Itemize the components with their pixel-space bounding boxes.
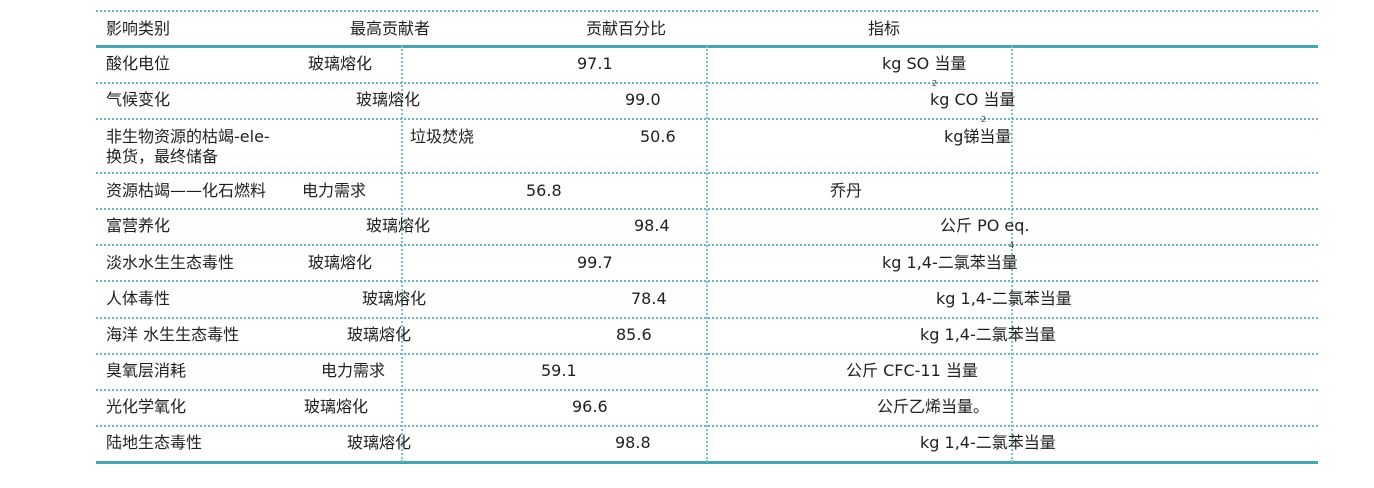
row-indicator: 公斤 CFC-11 当量: [846, 361, 978, 380]
row-indicator: kg 1,4-二氯苯当量: [920, 325, 1056, 344]
row-indicator: 乔丹: [830, 181, 863, 200]
row-percent: 99.0: [625, 90, 661, 109]
row-indicator: 公斤乙烯当量。: [877, 397, 990, 416]
row-percent: 85.6: [616, 325, 652, 344]
row-category: 海洋 水生生态毒性: [106, 325, 240, 344]
header-percent: 贡献百分比: [586, 19, 667, 38]
row-percent: 50.6: [640, 127, 676, 146]
row-indicator: kg锑当量: [944, 127, 1012, 146]
row-contributor: 电力需求: [321, 361, 386, 380]
row-category: 富营养化: [106, 216, 171, 235]
row-percent: 98.8: [615, 433, 651, 452]
header-category: 影响类别: [106, 19, 171, 38]
row-category: 气候变化: [106, 90, 171, 109]
column-divider: [1011, 46, 1013, 462]
subscript: 4: [1009, 241, 1015, 250]
row-indicator: kg 1,4-二氯苯当量: [936, 289, 1072, 308]
row-category: 资源枯竭——化石燃料: [106, 181, 267, 200]
row-percent: 98.4: [634, 216, 670, 235]
row-percent: 78.4: [631, 289, 667, 308]
row-contributor: 玻璃熔化: [356, 90, 421, 109]
row-contributor: 玻璃熔化: [366, 216, 431, 235]
row-category: 人体毒性: [106, 289, 171, 308]
header-indicator: 指标: [868, 19, 901, 38]
subscript: 2: [981, 115, 987, 124]
row-indicator: kg 1,4-二氯苯当量: [920, 433, 1056, 452]
top-rule: [96, 10, 1318, 12]
row-percent: 96.6: [572, 397, 608, 416]
impact-table: 影响类别 最高贡献者 贡献百分比 指标 酸化电位 玻璃熔化 97.1 kg SO…: [96, 0, 1318, 466]
row-indicator: 公斤 PO eq.: [940, 216, 1030, 235]
row-contributor: 玻璃熔化: [347, 325, 412, 344]
row-contributor: 玻璃熔化: [308, 253, 373, 272]
subscript: 2: [932, 79, 938, 88]
row-contributor: 电力需求: [302, 181, 367, 200]
row-contributor: 垃圾焚烧: [410, 127, 475, 146]
header-top-contributor: 最高贡献者: [350, 19, 431, 38]
row-category: 淡水水生生态毒性: [106, 253, 235, 272]
row-indicator: kg SO 当量: [882, 54, 967, 73]
row-percent: 97.1: [577, 54, 613, 73]
row-contributor: 玻璃熔化: [347, 433, 412, 452]
row-percent: 59.1: [541, 361, 577, 380]
column-divider: [401, 46, 403, 462]
row-contributor: 玻璃熔化: [304, 397, 369, 416]
row-indicator: kg 1,4-二氯苯当量: [882, 253, 1018, 272]
row-percent: 56.8: [526, 181, 562, 200]
row-category: 光化学氧化: [106, 397, 187, 416]
column-divider: [706, 46, 708, 462]
row-indicator: kg CO 当量: [930, 90, 1016, 109]
row-percent: 99.7: [577, 253, 613, 272]
row-category: 陆地生态毒性: [106, 433, 203, 452]
row-contributor: 玻璃熔化: [362, 289, 427, 308]
row-contributor: 玻璃熔化: [308, 54, 373, 73]
row-category-cont: 换货，最终储备: [106, 147, 219, 166]
row-category: 酸化电位: [106, 54, 171, 73]
row-category: 臭氧层消耗: [106, 361, 187, 380]
row-category: 非生物资源的枯竭-ele-: [106, 127, 270, 146]
bottom-rule: [96, 461, 1318, 464]
